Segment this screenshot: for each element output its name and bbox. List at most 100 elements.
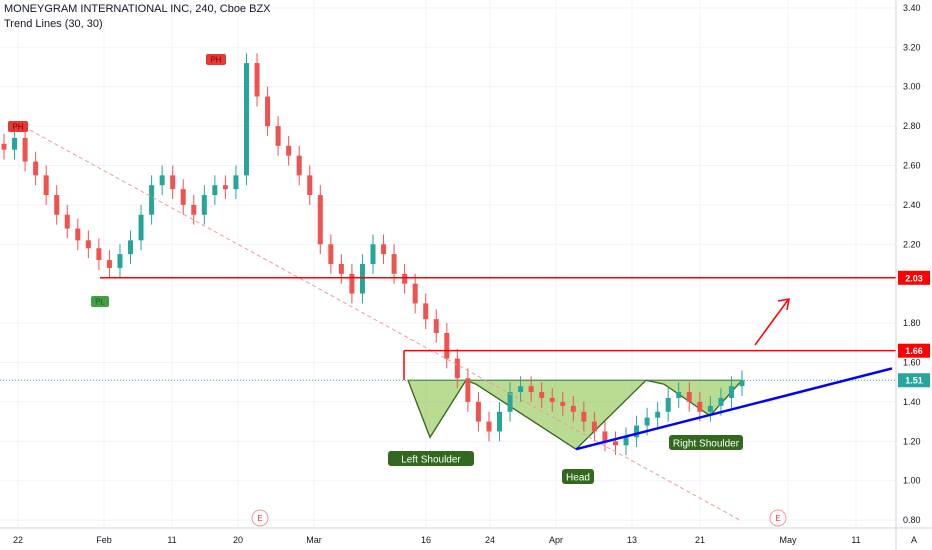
candle-body: [33, 161, 39, 176]
y-tick-label: 1.00: [903, 476, 921, 486]
candle-body: [275, 126, 281, 146]
earnings-marker[interactable]: [769, 509, 787, 527]
candle-body: [707, 405, 713, 412]
y-tick-label: 2.40: [903, 200, 921, 210]
candle-body: [212, 185, 218, 196]
candle-body: [243, 63, 249, 176]
x-tick-label: May: [779, 535, 797, 545]
candle-body: [159, 175, 165, 186]
candle-body: [623, 437, 629, 446]
x-tick-label: 13: [627, 535, 637, 545]
y-tick-label: 1.80: [903, 318, 921, 328]
candle-body: [317, 195, 323, 245]
y-tick-label: 3.40: [903, 3, 921, 13]
candle-body: [739, 380, 745, 387]
y-tick-label: 1.20: [903, 436, 921, 446]
candle-body: [201, 195, 207, 215]
candle-body: [64, 214, 70, 229]
candle-body: [549, 397, 555, 402]
candle-body: [718, 397, 724, 406]
x-tick-label: 22: [13, 535, 23, 545]
x-tick-label: Feb: [96, 535, 112, 545]
trend-lines: [0, 129, 896, 521]
price-tag-current: 1.51: [905, 376, 923, 386]
candle-body: [497, 411, 503, 432]
y-tick-label: 3.00: [903, 82, 921, 92]
candle-body: [12, 137, 18, 150]
pl-marker-bg: [91, 296, 109, 307]
left-shoulder-label-bg: [388, 451, 474, 466]
candle-body: [581, 411, 587, 422]
candle-body: [22, 137, 28, 162]
candle-body: [444, 332, 450, 359]
candle-body: [170, 175, 176, 190]
x-tick-label: 16: [421, 535, 431, 545]
indicator-label[interactable]: Trend Lines (30, 30): [4, 18, 103, 30]
candle-body: [518, 386, 524, 393]
y-tick-label: 1.60: [903, 358, 921, 368]
ascending-support-line: [575, 367, 893, 451]
target-arrow: [754, 299, 789, 346]
candle-body: [117, 254, 123, 268]
candle-body: [728, 386, 734, 398]
candle-body: [265, 96, 271, 127]
candle-body: [370, 244, 376, 264]
ph-marker-left: PH: [12, 123, 23, 132]
candle-body: [486, 421, 492, 432]
candle-body: [75, 228, 81, 241]
x-tick-label: 20: [233, 535, 243, 545]
candle-body: [602, 431, 608, 442]
target-arrow-head: [777, 298, 790, 311]
dashed-downtrend-line: [29, 129, 741, 521]
x-tick-label: 24: [485, 535, 495, 545]
x-tick-label: Mar: [306, 535, 322, 545]
x-tick-label: 11: [167, 535, 176, 545]
price-tag-current-bg: [898, 373, 930, 388]
symbol-title[interactable]: MONEYGRAM INTERNATIONAL INC, 240, Cboe B…: [4, 3, 271, 15]
candle-body: [402, 273, 408, 284]
plot-background: [0, 0, 896, 528]
candle-body: [54, 195, 60, 215]
candle-body: [381, 244, 387, 255]
candle-body: [254, 63, 260, 97]
candle-body: [85, 240, 91, 249]
candle-body: [454, 358, 460, 379]
candle-body: [296, 155, 302, 176]
candle-body: [475, 401, 481, 422]
auto-scale-button: A: [911, 535, 917, 545]
candles: [1, 53, 745, 456]
head-label-bg: [562, 469, 594, 484]
y-tick-label: 2.80: [903, 121, 921, 131]
right-shoulder-label-bg: [669, 435, 743, 450]
y-tick-label: 3.20: [903, 42, 921, 52]
candle-body: [286, 145, 292, 156]
ph-marker-left-bg: [8, 121, 28, 132]
y-tick-label: 2.20: [903, 239, 921, 249]
candle-body: [539, 392, 545, 398]
y-tick-label: 1.40: [903, 397, 921, 407]
x-tick-label: Apr: [549, 535, 563, 545]
candle-body: [391, 254, 397, 274]
candle-body: [570, 405, 576, 412]
candle-body: [328, 244, 334, 264]
earnings-marker[interactable]: [251, 509, 269, 527]
candle-body: [307, 175, 313, 196]
candle-body: [644, 417, 650, 426]
candle-body: [412, 283, 418, 304]
candle-body: [338, 264, 344, 274]
candle-body: [138, 214, 144, 241]
earnings-marker-label: E: [257, 514, 262, 523]
candle-body: [180, 189, 186, 205]
candle-body: [591, 421, 597, 432]
candle-body: [43, 175, 49, 196]
x-tick-label: 11: [851, 535, 860, 545]
candle-body: [149, 185, 155, 215]
candle-body: [349, 273, 355, 294]
candle-body: [106, 260, 112, 268]
candle-body: [1, 143, 7, 150]
price-tag-1-66: 1.66: [905, 346, 923, 356]
price-tag-2-03: 2.03: [905, 273, 923, 283]
